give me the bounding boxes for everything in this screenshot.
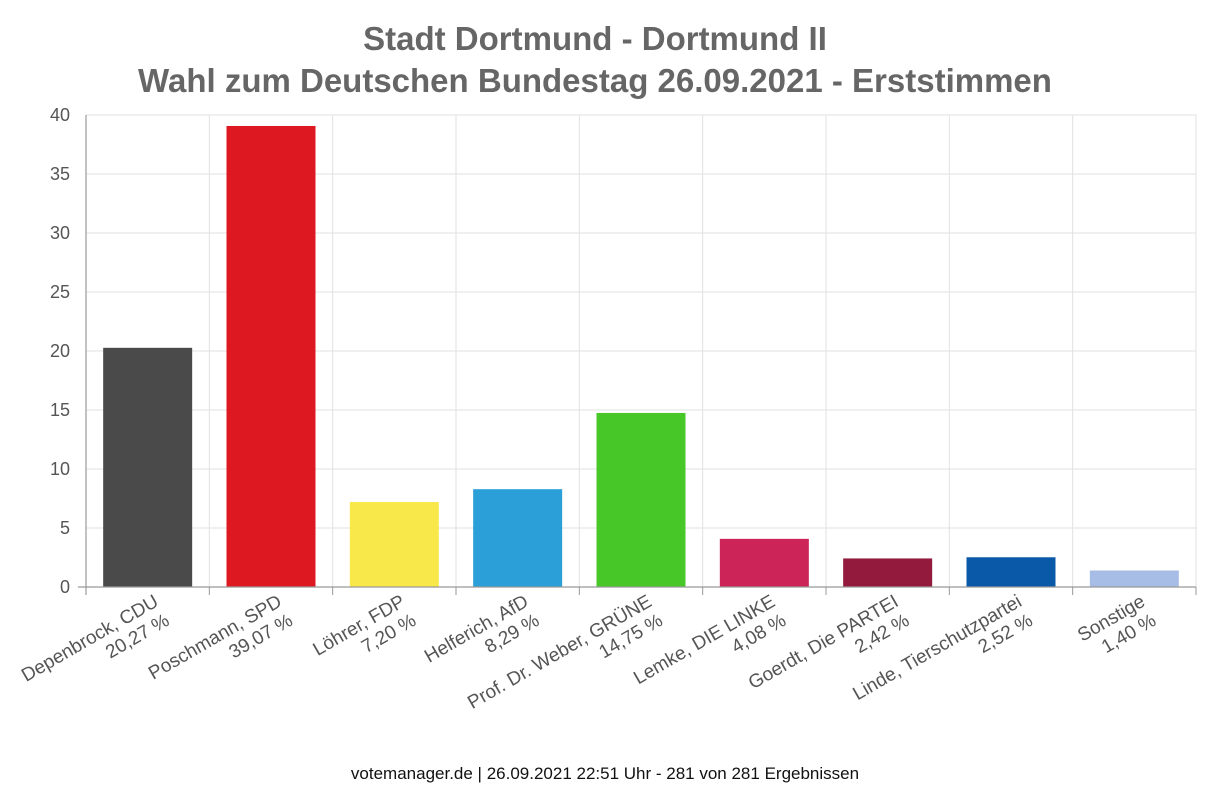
y-tick-label: 10 <box>50 459 70 479</box>
x-category-labels: Depenbrock, CDU20,27 %Poschmann, SPD39,0… <box>18 591 1160 714</box>
source-footer: votemanager.de | 26.09.2021 22:51 Uhr - … <box>350 764 860 783</box>
y-tick-label: 0 <box>60 577 70 597</box>
chart-title-line-1: Stadt Dortmund - Dortmund II <box>363 20 827 57</box>
chart-title-line-2: Wahl zum Deutschen Bundestag 26.09.2021 … <box>138 62 1052 99</box>
y-tick-label: 25 <box>50 282 70 302</box>
bar <box>843 558 933 587</box>
bar <box>226 125 316 587</box>
x-category-label: Sonstige1,40 % <box>1074 591 1160 665</box>
bar <box>966 557 1056 587</box>
bar <box>473 489 563 587</box>
bar <box>1089 570 1179 587</box>
y-tick-label: 5 <box>60 518 70 538</box>
y-tick-label: 30 <box>50 223 70 243</box>
bar <box>103 347 193 587</box>
x-category-label: Poschmann, SPD39,07 % <box>145 591 296 703</box>
bar <box>719 538 809 587</box>
bar <box>349 502 439 587</box>
bars <box>103 125 1179 587</box>
y-tick-label: 40 <box>50 105 70 125</box>
y-tick-label: 15 <box>50 400 70 420</box>
y-tick-label: 35 <box>50 164 70 184</box>
y-tick-label: 20 <box>50 341 70 361</box>
axes <box>78 115 1197 595</box>
bar <box>596 412 686 587</box>
x-category-label: Löhrer, FDP7,20 % <box>310 591 420 680</box>
y-tick-labels: 0 5 10 15 20 25 30 35 40 <box>50 105 70 597</box>
x-category-label: Depenbrock, CDU20,27 % <box>18 591 173 705</box>
